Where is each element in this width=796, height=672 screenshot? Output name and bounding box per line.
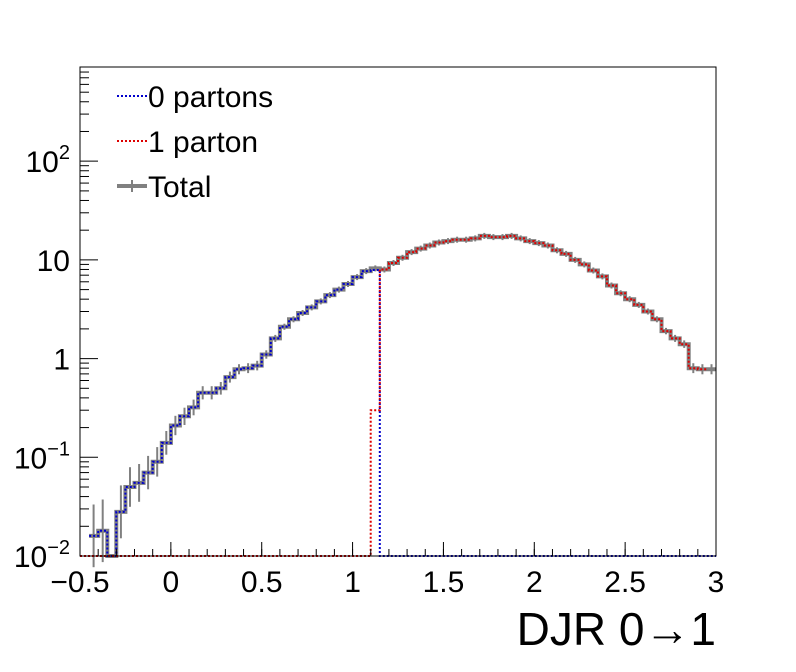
legend-label: 1 parton [148,126,258,159]
plot-frame [79,66,717,557]
legend-entry: Total [117,171,211,204]
x-tick-label: 0.5 [241,566,283,599]
y-tick-label: 1 [53,344,70,377]
legend-entry: 0 partons [117,81,273,114]
y-tick-label: 10 [37,245,70,278]
x-tick-label: −0.5 [50,566,109,599]
legend: 0 partons 1 parton Total [117,81,273,204]
x-tick-label: 0 [163,566,180,599]
x-tick-label: 1.5 [423,566,465,599]
y-tick-label: 10−2 [14,537,70,574]
x-tick-label: 2 [526,566,543,599]
x-tick-label: 2.5 [604,566,646,599]
y-tick-label: 102 [26,142,71,179]
legend-entry: 1 parton [117,126,258,159]
x-tick-label: 1 [344,566,361,599]
legend-label: 0 partons [148,81,273,114]
y-tick-label: 10−1 [14,438,70,475]
x-tick-label: 3 [708,566,725,599]
x-axis-title: DJR 0→1 [517,603,716,655]
legend-label: Total [148,171,211,204]
